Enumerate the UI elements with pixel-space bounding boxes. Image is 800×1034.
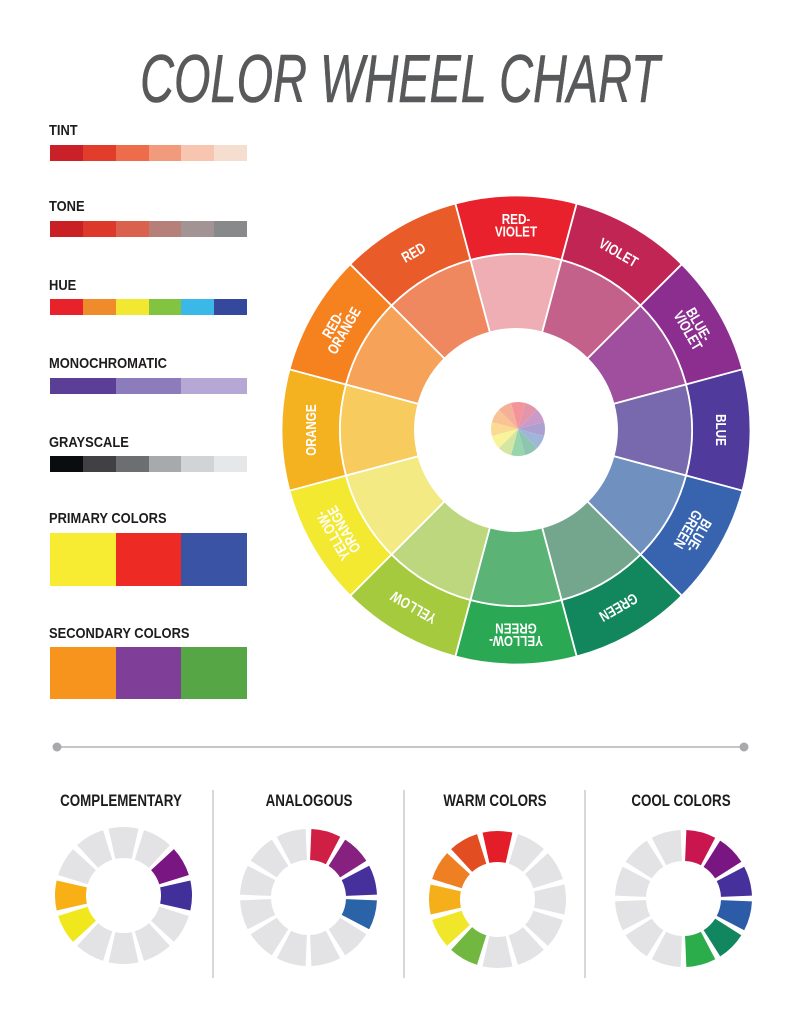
- svg-text:YELLOW-: YELLOW-: [489, 632, 543, 649]
- svg-text:ORANGE: ORANGE: [303, 404, 320, 455]
- svg-text:GREEN: GREEN: [495, 619, 537, 636]
- svg-text:VIOLET: VIOLET: [494, 223, 536, 240]
- svg-text:BLUE: BLUE: [711, 414, 728, 446]
- svg-text:RED-: RED-: [501, 210, 530, 227]
